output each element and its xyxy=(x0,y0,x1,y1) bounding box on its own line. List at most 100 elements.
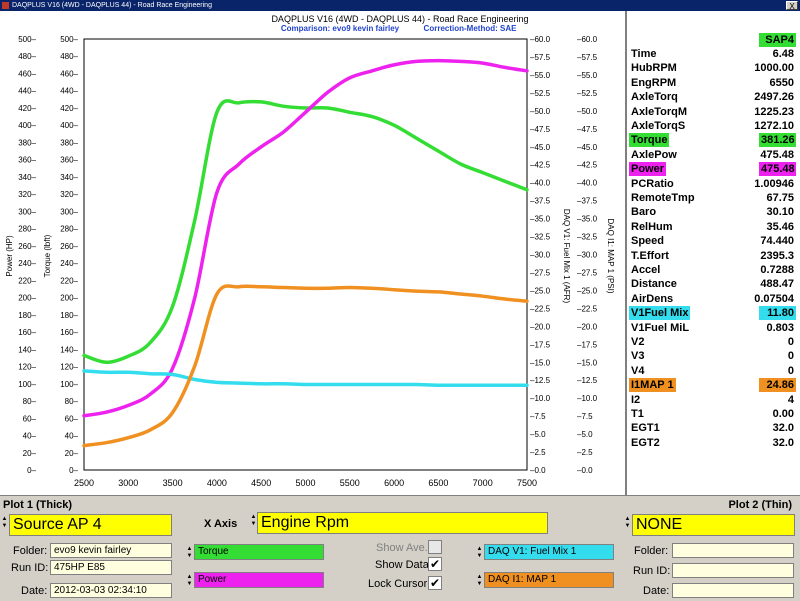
readout-label: V1Fuel MiL xyxy=(631,321,690,334)
readout-row: Torque 381.26 xyxy=(627,133,800,148)
y-tick-torque: 20– xyxy=(65,449,79,458)
readout-value: 11.80 xyxy=(759,306,796,321)
x-axis-label: X Axis xyxy=(204,518,238,530)
y-tick-torque: 140– xyxy=(60,345,78,354)
y-tick-map: –5.0 xyxy=(577,430,593,439)
readout-row: V3 0 xyxy=(627,349,800,363)
y-tick-map: –50.0 xyxy=(577,107,598,116)
y-tick-fuel: –30.0 xyxy=(530,251,551,260)
y-tick-torque: 120– xyxy=(60,363,78,372)
lock-cursor-checkbox[interactable]: ✔ xyxy=(428,576,442,590)
y-tick-map: –40.0 xyxy=(577,179,598,188)
readout-label: T1 xyxy=(631,408,644,420)
readout-label: V2 xyxy=(631,336,645,348)
y-tick-map: –10.0 xyxy=(577,394,598,403)
y-tick-torque: 300– xyxy=(60,207,78,216)
y-tick-fuel: –35.0 xyxy=(530,215,551,224)
y-tick-map: –57.5 xyxy=(577,53,598,62)
y-tick-power: 200– xyxy=(18,294,36,303)
plot-area[interactable]: DAQPLUS V16 (4WD - DAQPLUS 44) - Road Ra… xyxy=(0,11,625,495)
y-tick-power: 400– xyxy=(18,121,36,130)
readout-row: Power 475.48 xyxy=(627,162,800,177)
channel-fuel-select[interactable]: DAQ V1: Fuel Mix 1 xyxy=(484,544,614,560)
y-tick-fuel: –42.5 xyxy=(530,161,551,170)
y-tick-map: –55.0 xyxy=(577,71,598,80)
y-tick-fuel: –45.0 xyxy=(530,143,551,152)
readout-header: SAP4 xyxy=(627,33,800,47)
readout-row: EGT2 32.0 xyxy=(627,436,800,450)
plot2-runid-field[interactable] xyxy=(672,563,794,578)
x-tick-label: 6500 xyxy=(428,478,448,488)
readout-label: I2 xyxy=(631,393,641,406)
readout-value: 32.0 xyxy=(772,436,794,449)
y-tick-map: –20.0 xyxy=(577,322,598,331)
series-torque-line xyxy=(82,99,529,365)
readout-row: AxleTorqS 1272.10 xyxy=(627,119,800,133)
x-axis-select[interactable]: Engine Rpm xyxy=(257,512,548,534)
lock-cursor-label: Lock Cursor xyxy=(368,578,428,590)
y-tick-torque: 420– xyxy=(60,104,78,113)
dyno-chart[interactable]: DAQPLUS V16 (4WD - DAQPLUS 44) - Road Ra… xyxy=(0,11,625,495)
y-tick-map: –7.5 xyxy=(577,412,593,421)
y-tick-fuel: –17.5 xyxy=(530,340,551,349)
y-tick-map: –35.0 xyxy=(577,215,598,224)
readout-label: Torque xyxy=(629,133,670,148)
plot1-spinner[interactable]: ▲ ▼ xyxy=(1,516,8,529)
readout-value: 35.46 xyxy=(766,220,794,233)
plot2-folder-field[interactable] xyxy=(672,543,794,558)
channel-map-spinner[interactable]: ▲ ▼ xyxy=(476,574,483,587)
chart-comparison: Comparison: evo9 kevin fairley xyxy=(281,24,400,33)
runid-field[interactable]: 475HP E85 xyxy=(50,560,172,575)
readout-value: 32.0 xyxy=(772,422,794,435)
y-label-power: Power (HP) xyxy=(5,235,14,277)
readout-row: RemoteTmp 67.75 xyxy=(627,191,800,205)
readout-row: V4 0 xyxy=(627,364,800,378)
y-tick-torque: 160– xyxy=(60,328,78,337)
plot2-spinner[interactable]: ▲ ▼ xyxy=(624,516,631,529)
y-tick-torque: 440– xyxy=(60,87,78,96)
readout-value: 67.75 xyxy=(766,192,794,204)
control-panel: Plot 1 (Thick) Plot 2 (Thin) ▲ ▼ Source A… xyxy=(0,495,800,601)
y-tick-map: –37.5 xyxy=(577,197,598,206)
plot2-date-field[interactable] xyxy=(672,583,794,598)
y-tick-power: 120– xyxy=(18,363,36,372)
readout-header-value: SAP4 xyxy=(759,33,796,47)
y-tick-fuel: –37.5 xyxy=(530,197,551,206)
channel-torque-select[interactable]: Torque xyxy=(194,544,324,560)
folder-field[interactable]: evo9 kevin fairley xyxy=(50,543,172,558)
channel-map-select[interactable]: DAQ I1: MAP 1 xyxy=(484,572,614,588)
channel-torque-spinner[interactable]: ▲ ▼ xyxy=(186,546,193,559)
readout-value: 2395.3 xyxy=(760,249,794,262)
channel-fuel-spinner[interactable]: ▲ ▼ xyxy=(476,546,483,559)
channel-power-select[interactable]: Power xyxy=(194,572,324,588)
show-ave-checkbox[interactable] xyxy=(428,540,442,554)
y-tick-power: 0– xyxy=(27,466,36,475)
channel-power-spinner[interactable]: ▲ ▼ xyxy=(186,574,193,587)
y-tick-power: 240– xyxy=(18,259,36,268)
x-tick-label: 4000 xyxy=(207,478,227,488)
y-tick-torque: 0– xyxy=(69,466,78,475)
plot2-source-select[interactable]: NONE xyxy=(632,514,795,536)
x-axis-spinner[interactable]: ▲ ▼ xyxy=(250,514,257,527)
close-button[interactable]: X xyxy=(786,1,798,11)
y-tick-power: 300– xyxy=(18,207,36,216)
readout-row: Accel 0.7288 xyxy=(627,263,800,277)
window-title: DAQPLUS V16 (4WD - DAQPLUS 44) - Road Ra… xyxy=(12,2,212,9)
y-tick-map: –15.0 xyxy=(577,358,598,367)
y-tick-power: 340– xyxy=(18,173,36,182)
readout-row: T.Effort 2395.3 xyxy=(627,249,800,263)
y-tick-torque: 100– xyxy=(60,380,78,389)
show-data-label: Show Data xyxy=(375,559,429,571)
readout-row: Speed 74.440 xyxy=(627,234,800,248)
y-tick-torque: 80– xyxy=(65,397,79,406)
readout-label: I1MAP 1 xyxy=(629,378,676,393)
y-tick-fuel: –12.5 xyxy=(530,376,551,385)
show-data-checkbox[interactable]: ✔ xyxy=(428,557,442,571)
readout-value: 30.10 xyxy=(766,206,794,219)
y-tick-torque: 460– xyxy=(60,69,78,78)
series-power-line xyxy=(82,58,529,418)
plot1-source-select[interactable]: Source AP 4 xyxy=(9,514,172,536)
date-field[interactable]: 2012-03-03 02:34:10 xyxy=(50,583,172,598)
readout-row: AxleTorqM 1225.23 xyxy=(627,105,800,119)
date-label: Date: xyxy=(21,585,48,597)
